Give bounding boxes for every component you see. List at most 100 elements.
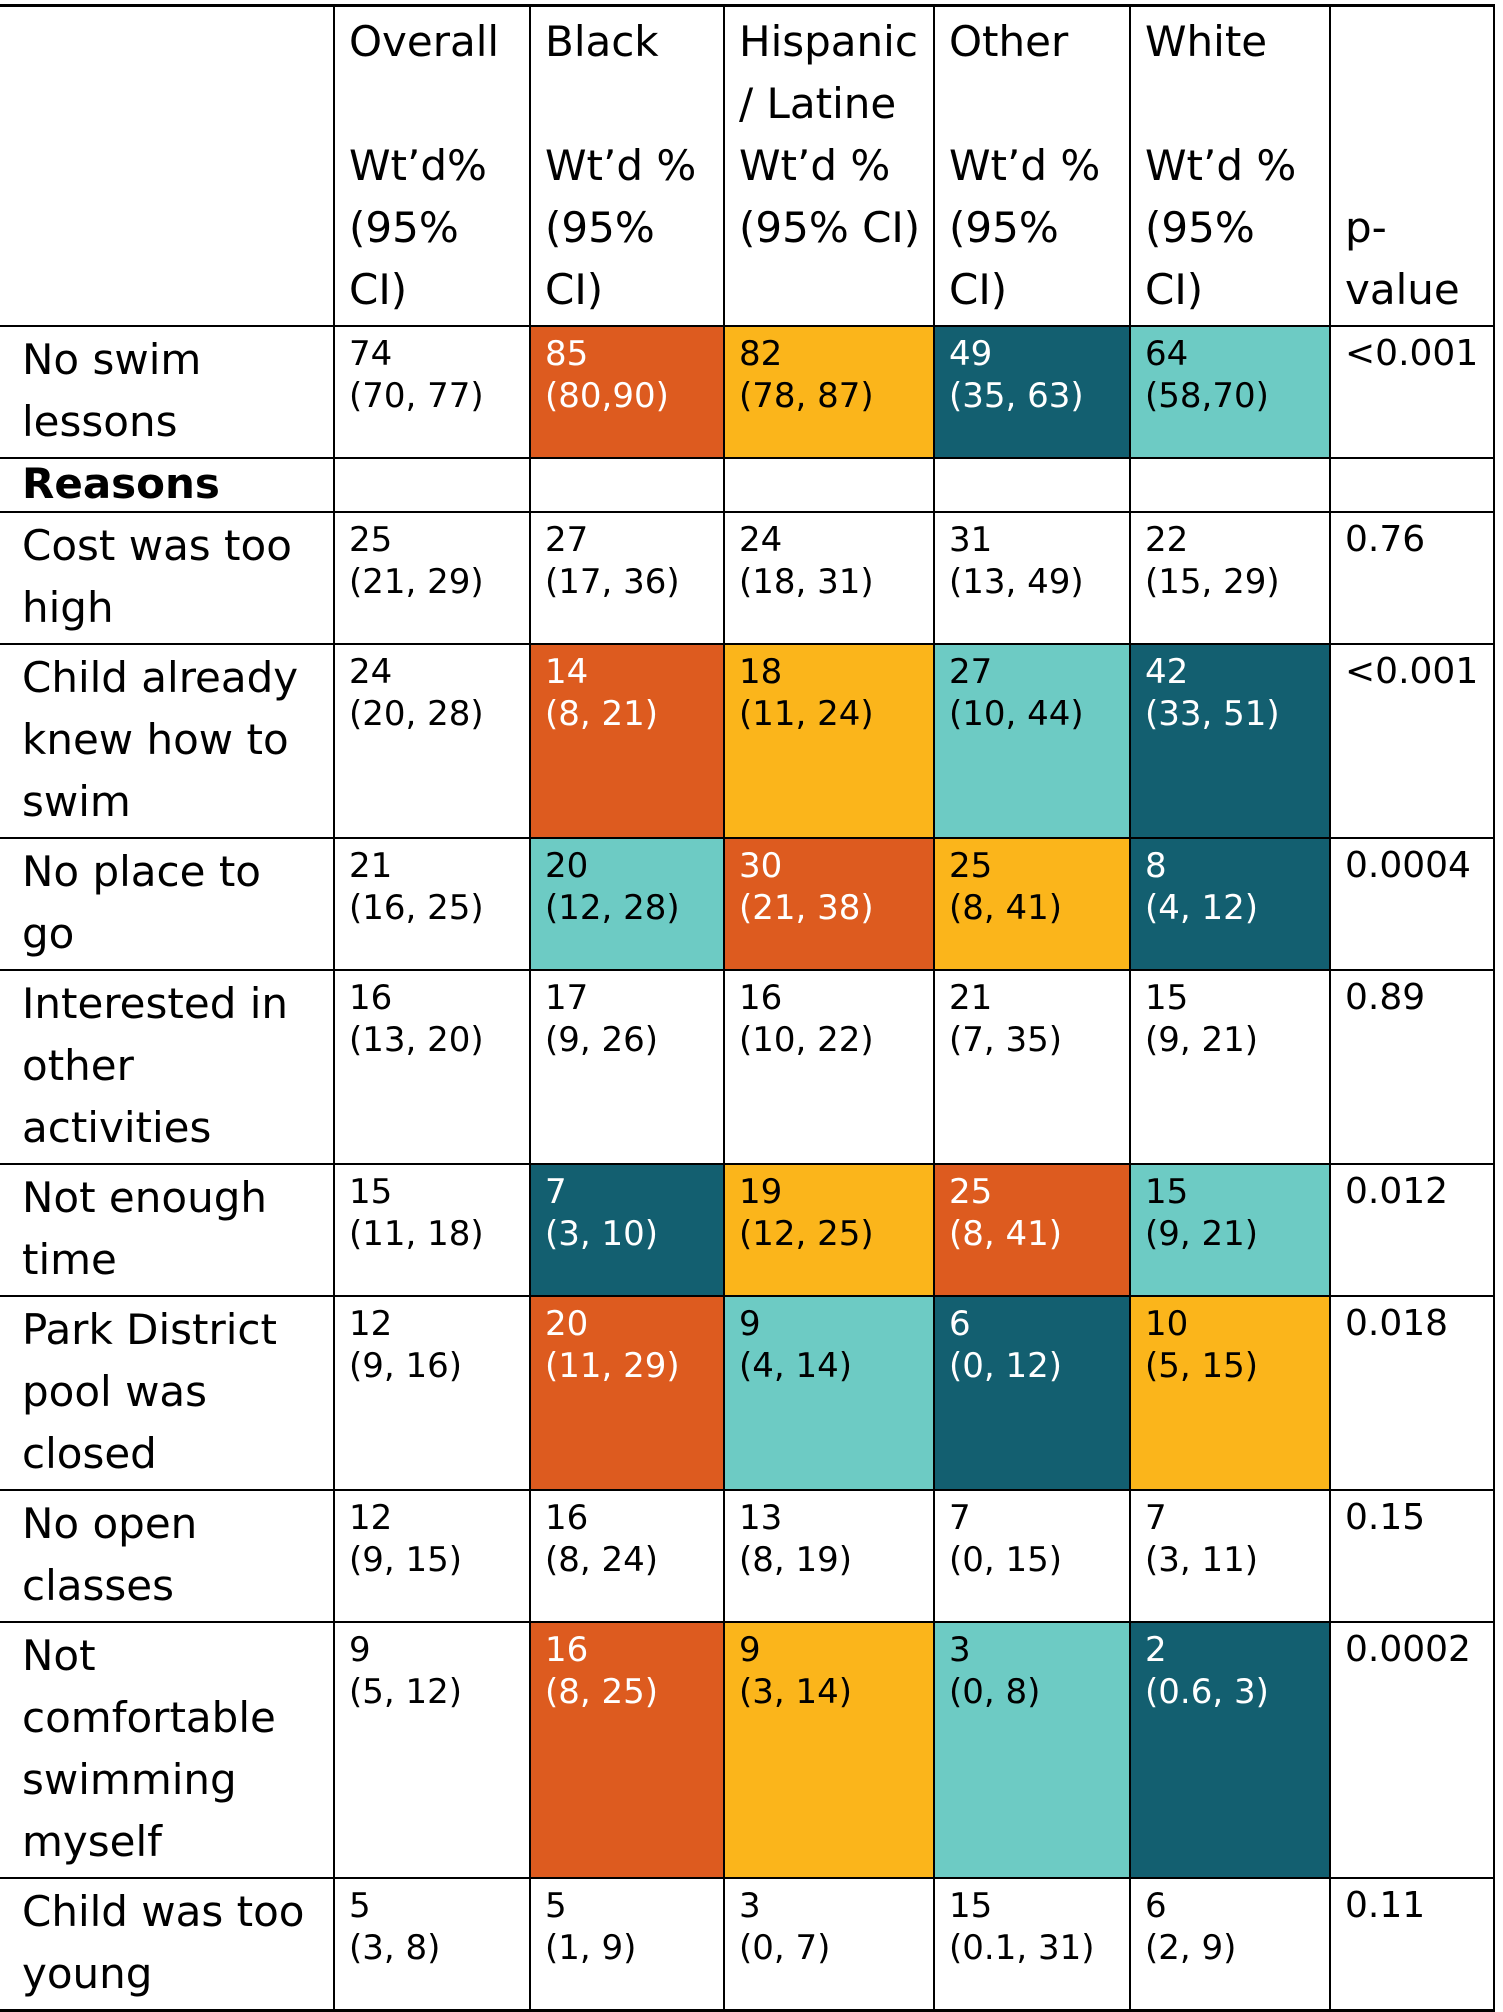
confidence-interval: (7, 35) [949, 1020, 1063, 1060]
row-label: Child was too young [22, 1887, 305, 1998]
confidence-interval: (58,70) [1145, 376, 1269, 416]
confidence-interval: (13, 20) [349, 1020, 484, 1060]
value-cell [723, 457, 934, 512]
weighted-percent: 82 [739, 334, 783, 374]
weighted-percent: 20 [545, 1304, 589, 1344]
header-black-line: CI) [545, 265, 604, 314]
confidence-interval: (1, 9) [545, 1928, 637, 1968]
header-hispanic-line: Hispanic [739, 17, 918, 66]
row-label-cell: No open classes [0, 1489, 334, 1622]
weighted-percent: 3 [949, 1630, 971, 1670]
value-cell: 21 (7, 35) [933, 969, 1130, 1164]
confidence-interval: (9, 21) [1145, 1214, 1259, 1254]
weighted-percent: 49 [949, 334, 993, 374]
confidence-interval: (9, 21) [1145, 1020, 1259, 1060]
weighted-percent: 16 [739, 978, 783, 1018]
value-cell: 17 (9, 26) [529, 969, 724, 1164]
confidence-interval: (3, 8) [349, 1928, 441, 1968]
confidence-interval: (11, 18) [349, 1214, 484, 1254]
value-cell: 19 (12, 25) [723, 1163, 934, 1296]
value-cell: 27 (17, 36) [529, 511, 724, 644]
p-value: 0.0002 [1345, 1629, 1471, 1670]
p-value: 0.76 [1345, 519, 1426, 560]
confidence-interval: (18, 31) [739, 562, 874, 602]
weighted-percent: 16 [349, 978, 393, 1018]
swim-lessons-table: Overall Wt’d% (95% CI) Black Wt’d % (95%… [0, 4, 1495, 2012]
weighted-percent: 10 [1145, 1304, 1189, 1344]
header-cell-white: White Wt’d % (95% CI) [1129, 5, 1330, 326]
value-cell: 18 (11, 24) [723, 643, 934, 838]
weighted-percent: 2 [1145, 1630, 1167, 1670]
header-cell-pvalue: p- value [1329, 5, 1495, 326]
p-value: <0.001 [1345, 333, 1479, 374]
table-row: No place to go 21 (16, 25) 20 (12, 28) 30 (21,… [0, 837, 1495, 970]
value-cell: 12 (9, 16) [333, 1295, 530, 1490]
value-cell: 10 (5, 15) [1129, 1295, 1330, 1490]
confidence-interval: (78, 87) [739, 376, 874, 416]
weighted-percent: 74 [349, 334, 393, 374]
value-cell: 3 (0, 7) [723, 1877, 934, 2011]
weighted-percent: 27 [949, 652, 993, 692]
value-cell: 15 (0.1, 31) [933, 1877, 1130, 2011]
confidence-interval: (8, 41) [949, 888, 1063, 928]
table-row: Reasons [0, 457, 1495, 512]
confidence-interval: (0, 8) [949, 1672, 1041, 1712]
row-label-cell: Cost was too high [0, 511, 334, 644]
weighted-percent: 25 [949, 846, 993, 886]
confidence-interval: (33, 51) [1145, 694, 1280, 734]
header-cell-label [0, 6, 334, 327]
table-row: Not comfortable swimming myself 9 (5, 12) 1… [0, 1621, 1495, 1878]
row-label-cell: Reasons [0, 457, 334, 512]
header-row: Overall Wt’d% (95% CI) Black Wt’d % (95%… [0, 5, 1495, 327]
table-row: Interested in other activities 16 (13, 20)… [0, 969, 1495, 1164]
row-label-cell: Not enough time [0, 1163, 334, 1296]
table-row: Park District pool was closed 12 (9, 16) 20… [0, 1295, 1495, 1490]
header-pvalue-line [1345, 11, 1485, 73]
confidence-interval: (4, 12) [1145, 888, 1259, 928]
row-label: Not comfortable swimming myself [22, 1631, 276, 1866]
header-overall-line: Wt’d% [349, 141, 487, 190]
header-other-line: Wt’d % [949, 141, 1101, 190]
header-white-line: CI) [1145, 265, 1204, 314]
confidence-interval: (5, 12) [349, 1672, 463, 1712]
confidence-interval: (4, 14) [739, 1346, 853, 1386]
value-cell: 6 (2, 9) [1129, 1877, 1330, 2011]
row-label: Park District pool was closed [22, 1305, 277, 1478]
header-other-line [949, 73, 1121, 135]
row-label: Interested in other activities [22, 979, 288, 1152]
header-hispanic-line: (95% CI) [739, 203, 921, 252]
header-white-line: (95% [1145, 203, 1255, 252]
weighted-percent: 14 [545, 652, 589, 692]
confidence-interval: (20, 28) [349, 694, 484, 734]
confidence-interval: (17, 36) [545, 562, 680, 602]
value-cell: 8 (4, 12) [1129, 837, 1330, 970]
value-cell: 5 (1, 9) [529, 1877, 724, 2011]
p-value-cell: 0.15 [1329, 1489, 1495, 1622]
value-cell [529, 457, 724, 512]
row-label-cell: Park District pool was closed [0, 1295, 334, 1490]
weighted-percent: 12 [349, 1304, 393, 1344]
table-row: Child was too young 5 (3, 8) 5 (1, 9) 3 (0, 7)… [0, 1877, 1495, 2011]
confidence-interval: (9, 15) [349, 1540, 463, 1580]
weighted-percent: 30 [739, 846, 783, 886]
table-row: No open classes 12 (9, 15) 16 (8, 24) 13 (8, 1… [0, 1489, 1495, 1622]
weighted-percent: 12 [349, 1498, 393, 1538]
value-cell: 82 (78, 87) [723, 325, 934, 458]
header-overall-line: Overall [349, 17, 500, 66]
confidence-interval: (12, 25) [739, 1214, 874, 1254]
value-cell: 16 (13, 20) [333, 969, 530, 1164]
weighted-percent: 13 [739, 1498, 783, 1538]
confidence-interval: (0.6, 3) [1145, 1672, 1269, 1712]
header-hispanic-line: Wt’d % [739, 141, 891, 190]
value-cell: 14 (8, 21) [529, 643, 724, 838]
p-value-cell: 0.0004 [1329, 837, 1495, 970]
confidence-interval: (0.1, 31) [949, 1928, 1095, 1968]
row-label: Child already knew how to swim [22, 653, 299, 826]
confidence-interval: (16, 25) [349, 888, 484, 928]
header-white-line: White [1145, 17, 1268, 66]
confidence-interval: (11, 29) [545, 1346, 680, 1386]
p-value: 0.89 [1345, 977, 1426, 1018]
row-label-cell: Child already knew how to swim [0, 643, 334, 838]
weighted-percent: 6 [949, 1304, 971, 1344]
confidence-interval: (2, 9) [1145, 1928, 1237, 1968]
